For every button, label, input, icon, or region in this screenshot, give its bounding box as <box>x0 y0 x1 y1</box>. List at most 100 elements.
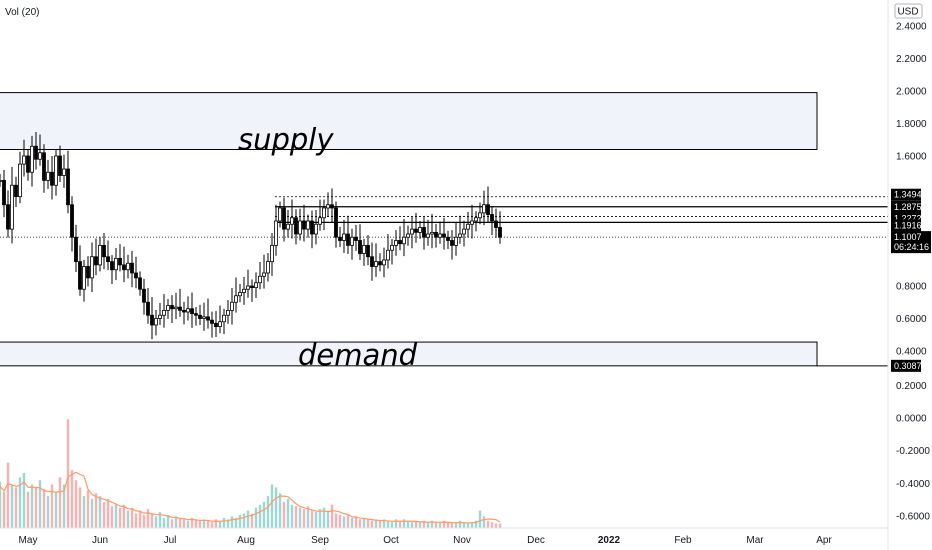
price-tick-label: 1.8000 <box>896 119 927 130</box>
candle-body <box>242 288 246 293</box>
candle-body <box>422 227 426 238</box>
currency-badge-box[interactable] <box>894 3 923 19</box>
price-tag-label: 1.1916 <box>894 220 922 230</box>
candle-body <box>142 288 146 303</box>
candle-body <box>34 145 38 160</box>
volume-bar <box>466 523 470 528</box>
candle-body <box>230 301 234 311</box>
price-tick-label: 2.4000 <box>896 22 927 33</box>
candle-body <box>74 236 78 263</box>
volume-bar <box>182 519 186 528</box>
price-tag[interactable] <box>891 188 921 201</box>
volume-bar <box>334 513 338 528</box>
candle-body <box>394 240 398 246</box>
volume-bar <box>134 513 138 528</box>
candle-body <box>126 262 130 271</box>
candle-body <box>158 314 162 319</box>
price-tag[interactable] <box>891 219 921 232</box>
volume-bar <box>214 519 218 528</box>
price-candles-layer <box>0 131 502 340</box>
volume-bar <box>290 504 294 528</box>
candle-body <box>214 322 218 328</box>
candle-body <box>286 223 290 230</box>
volume-bar <box>202 519 206 528</box>
candle-body <box>426 233 430 238</box>
candle-body <box>150 314 154 326</box>
candle-body <box>18 163 22 198</box>
volume-bar <box>66 419 70 528</box>
volume-bar <box>346 514 350 528</box>
volume-bar <box>114 503 118 528</box>
price-tick-label: 0.8000 <box>896 282 927 293</box>
price-tick-label: -0.4000 <box>896 479 930 490</box>
price-tick-label: 0.4000 <box>896 347 927 358</box>
candle-body <box>362 244 366 254</box>
candle-body <box>66 168 70 206</box>
candle-body <box>238 292 242 297</box>
demand-zone-label: demand <box>298 338 418 372</box>
last-price-tag[interactable] <box>891 231 931 254</box>
time-tick-label: Nov <box>453 535 471 546</box>
candle-body <box>166 305 170 311</box>
volume-bar <box>398 520 402 528</box>
volume-bar <box>14 487 18 528</box>
candle-body <box>234 295 238 303</box>
volume-bar <box>262 501 266 528</box>
volume-bar <box>158 512 162 528</box>
time-tick-label: May <box>19 535 38 546</box>
volume-bar <box>230 516 234 528</box>
price-tag-label: 1.3494 <box>894 190 922 200</box>
candle-body <box>122 264 126 271</box>
candle-body <box>466 223 470 230</box>
volume-bar <box>482 516 486 528</box>
volume-bar <box>142 514 146 528</box>
candle-body <box>106 256 110 263</box>
candle-body <box>14 184 18 198</box>
volume-ma-line <box>0 471 501 524</box>
candle-body <box>70 204 74 238</box>
candle-body <box>162 309 166 316</box>
candle-body <box>378 261 382 266</box>
candle-body <box>294 217 298 235</box>
candle-body <box>302 220 306 230</box>
volume-bar <box>70 470 74 528</box>
price-tag[interactable] <box>891 200 921 213</box>
candle-body <box>470 220 474 225</box>
price-tag[interactable] <box>891 359 921 372</box>
volume-bar <box>382 519 386 528</box>
volume-bar <box>130 507 134 528</box>
candle-body <box>418 227 422 233</box>
candle-body <box>486 204 490 215</box>
volume-indicator-label[interactable]: Vol (20) <box>5 7 39 18</box>
volume-bar <box>110 506 114 528</box>
time-axis[interactable]: May Jun Jul Aug Sep Oct Nov Dec 2022 Feb Mar Apr <box>19 535 833 546</box>
volume-bar <box>474 520 478 528</box>
volume-bar <box>242 513 246 528</box>
candle-body <box>38 152 42 160</box>
volume-bar <box>302 509 306 528</box>
supply-zone[interactable] <box>0 92 818 150</box>
volume-layer <box>0 419 502 528</box>
candle-body <box>290 217 294 225</box>
candle-body <box>134 272 138 279</box>
volume-bar <box>170 519 174 528</box>
volume-bar <box>402 519 406 528</box>
volume-bar <box>338 514 342 528</box>
volume-bar <box>418 522 422 528</box>
price-tag-label: 1.2875 <box>894 202 922 212</box>
volume-bar <box>442 520 446 528</box>
price-tick-label: 0.0000 <box>896 414 927 425</box>
volume-bar <box>18 477 22 528</box>
candle-body <box>198 314 202 319</box>
candle-body <box>58 155 62 176</box>
demand-zone[interactable] <box>0 341 818 367</box>
candle-body <box>382 259 386 266</box>
volume-bar <box>366 519 370 528</box>
candle-body <box>338 236 342 241</box>
price-axis[interactable]: USD <box>887 0 923 550</box>
volume-bar <box>278 493 282 528</box>
volume-bar <box>318 509 322 528</box>
